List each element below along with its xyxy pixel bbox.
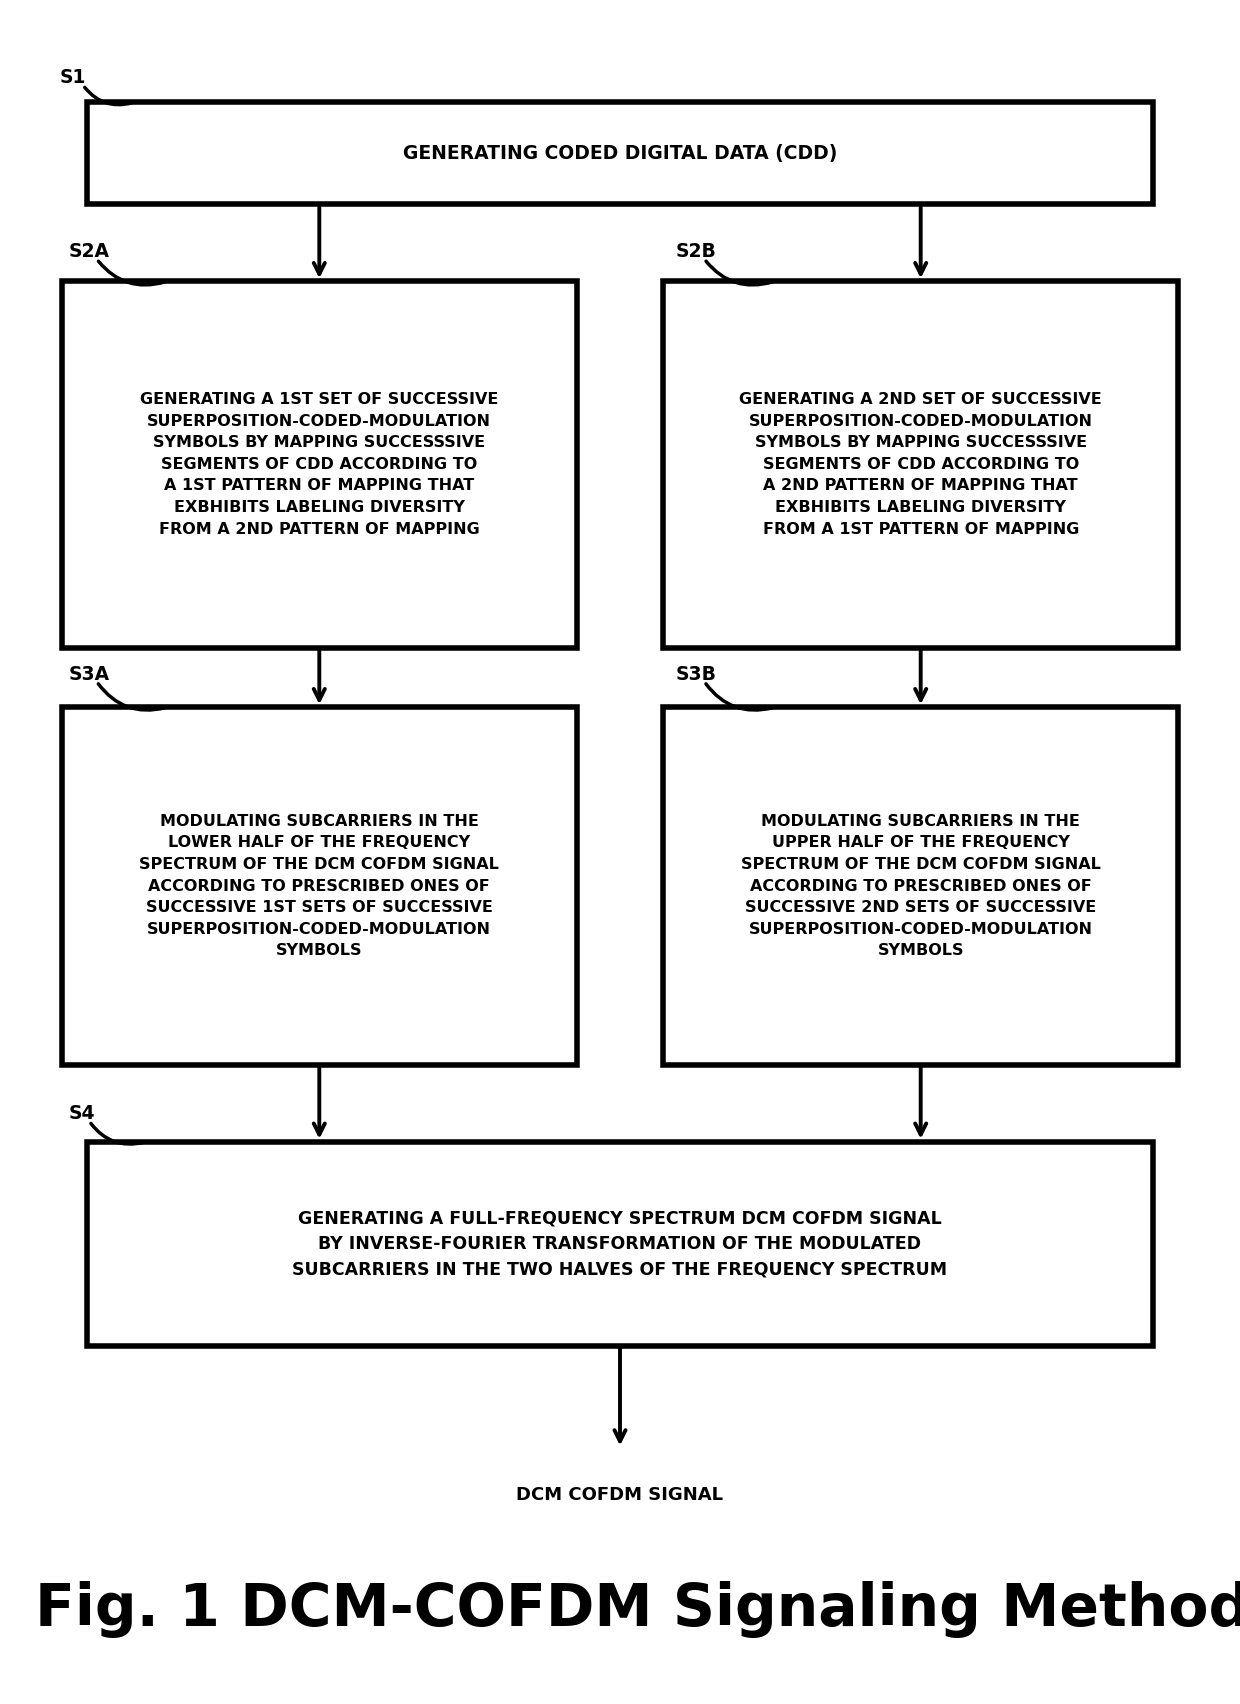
Text: GENERATING A FULL-FREQUENCY SPECTRUM DCM COFDM SIGNAL
BY INVERSE-FOURIER TRANSFO: GENERATING A FULL-FREQUENCY SPECTRUM DCM… (293, 1210, 947, 1278)
Text: S4: S4 (68, 1104, 94, 1123)
Text: DCM COFDM SIGNAL: DCM COFDM SIGNAL (517, 1486, 723, 1505)
Bar (663, 281, 1178, 648)
Text: S3B: S3B (676, 665, 717, 683)
Text: S1: S1 (60, 68, 86, 87)
Bar (62, 707, 577, 1065)
Text: S3A: S3A (68, 665, 109, 683)
Text: GENERATING A 2ND SET OF SUCCESSIVE
SUPERPOSITION-CODED-MODULATION
SYMBOLS BY MAP: GENERATING A 2ND SET OF SUCCESSIVE SUPER… (739, 392, 1102, 537)
Text: Fig. 1 DCM-COFDM Signaling Method: Fig. 1 DCM-COFDM Signaling Method (35, 1581, 1240, 1638)
Text: S2B: S2B (676, 242, 717, 261)
Text: GENERATING CODED DIGITAL DATA (CDD): GENERATING CODED DIGITAL DATA (CDD) (403, 143, 837, 164)
Text: MODULATING SUBCARRIERS IN THE
UPPER HALF OF THE FREQUENCY
SPECTRUM OF THE DCM CO: MODULATING SUBCARRIERS IN THE UPPER HALF… (740, 815, 1101, 958)
Text: MODULATING SUBCARRIERS IN THE
LOWER HALF OF THE FREQUENCY
SPECTRUM OF THE DCM CO: MODULATING SUBCARRIERS IN THE LOWER HALF… (139, 815, 500, 958)
Bar (87, 102, 1153, 204)
Bar (663, 707, 1178, 1065)
Text: S2A: S2A (68, 242, 109, 261)
Bar (87, 1142, 1153, 1346)
Bar (62, 281, 577, 648)
Text: GENERATING A 1ST SET OF SUCCESSIVE
SUPERPOSITION-CODED-MODULATION
SYMBOLS BY MAP: GENERATING A 1ST SET OF SUCCESSIVE SUPER… (140, 392, 498, 537)
